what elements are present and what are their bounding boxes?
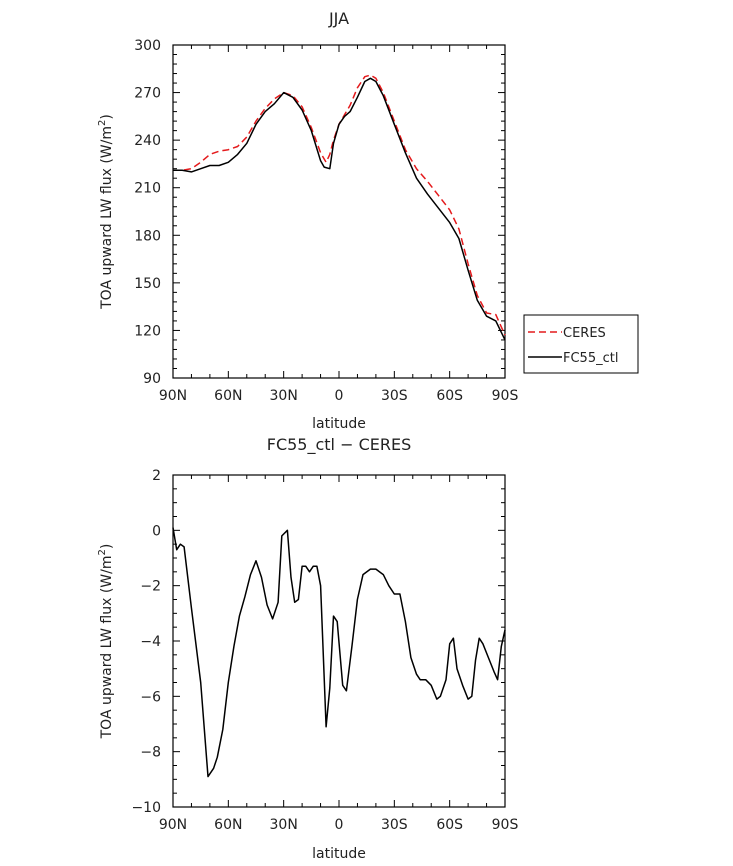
legend-label: FC55_ctl (563, 351, 618, 366)
y-tick-label: −6 (140, 689, 161, 705)
x-tick-label: 30N (270, 817, 298, 833)
x-tick-label: 60N (214, 388, 242, 404)
plot-frame (172, 44, 506, 379)
y-tick-label: −2 (140, 579, 161, 595)
chart-panel-1: JJA 90N 60N 30N 0 30S 60S 90S 90 120 150 180 210 240 2… (97, 9, 639, 432)
y-tick-label: 270 (134, 86, 161, 102)
y-tick-label: 0 (152, 523, 161, 539)
y-tick-label: −8 (140, 745, 161, 761)
y-tick-label: 300 (134, 38, 161, 54)
x-tick-label: 30N (270, 388, 298, 404)
series-line-fc55-ctl (173, 77, 506, 341)
y-axis-label: TOA upward LW flux (W/m2) (97, 544, 115, 740)
chart-panel-2: FC55_ctl − CERES 90N 60N 30N 0 30S 60S 90S −10 −8… (97, 435, 518, 862)
series-line-ceres (173, 74, 506, 336)
series-line-fc55-ctl-ceres (172, 527, 506, 778)
x-tick-label: 90N (159, 388, 187, 404)
y-tick-label: 120 (134, 323, 161, 339)
legend-box (523, 314, 639, 374)
x-tick-label: 90N (159, 817, 187, 833)
x-axis-label: latitude (312, 846, 366, 862)
y-tick-label: 150 (134, 276, 161, 292)
y-tick-label: 180 (134, 228, 161, 244)
x-tick-label: 60N (214, 817, 242, 833)
legend-label: CERES (563, 326, 606, 341)
y-tick-label: 240 (134, 133, 161, 149)
x-tick-label: 60S (436, 388, 463, 404)
chart-title: FC55_ctl − CERES (267, 435, 412, 455)
x-tick-label: 0 (335, 388, 344, 404)
x-tick-label: 30S (381, 388, 408, 404)
x-tick-label: 0 (335, 817, 344, 833)
y-tick-label: 90 (143, 371, 161, 387)
chart-title: JJA (328, 9, 349, 28)
x-tick-label: 60S (436, 817, 463, 833)
x-tick-label: 30S (381, 817, 408, 833)
y-tick-label: −4 (140, 634, 161, 650)
y-tick-label: 2 (152, 468, 161, 484)
legend: CERES FC55_ctl (523, 314, 639, 374)
x-axis-label: latitude (312, 416, 366, 432)
x-tick-label: 90S (492, 388, 519, 404)
y-tick-label: 210 (134, 181, 161, 197)
y-axis-label: TOA upward LW flux (W/m2) (97, 114, 115, 310)
y-tick-label: −10 (131, 800, 161, 816)
x-tick-label: 90S (492, 817, 519, 833)
